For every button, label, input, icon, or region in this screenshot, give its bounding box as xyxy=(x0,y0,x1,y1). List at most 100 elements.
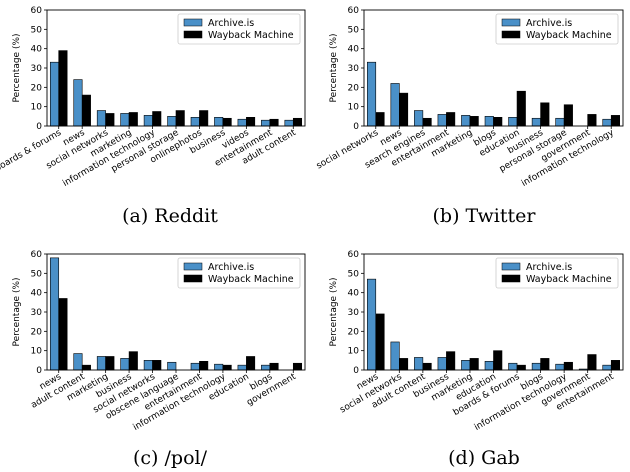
bar-wayback-machine xyxy=(375,313,385,371)
bar-archive-is xyxy=(167,361,177,371)
legend-swatch-archive-is xyxy=(183,18,203,27)
y-tick-label: 10 xyxy=(31,103,43,113)
bar-archive-is xyxy=(555,117,565,127)
y-tick-label: 50 xyxy=(31,269,43,279)
y-tick-label: 10 xyxy=(31,347,43,357)
legend-swatch-archive-is xyxy=(501,18,521,27)
bar-wayback-machine xyxy=(58,298,68,371)
bar-archive-is xyxy=(49,61,60,127)
y-tick-label: 20 xyxy=(348,327,360,337)
bar-archive-is xyxy=(237,118,247,127)
plot-frame xyxy=(363,253,624,371)
bar-archive-is xyxy=(414,357,424,371)
caption-twitter: (b) Twitter xyxy=(433,205,537,227)
bar-archive-is xyxy=(120,113,130,127)
y-tick-label: 50 xyxy=(348,25,360,35)
y-tick-label: 30 xyxy=(348,64,360,74)
y-axis-label: Percentage (%) xyxy=(12,277,22,346)
legend-box xyxy=(495,257,619,289)
bar-wayback-machine xyxy=(58,50,68,127)
bar-wayback-machine xyxy=(610,115,621,127)
y-tick-label: 40 xyxy=(31,289,43,299)
legend-swatch-wayback-machine xyxy=(501,30,521,39)
bar-wayback-machine xyxy=(516,364,526,371)
caption-gab: (d) Gab xyxy=(448,447,520,469)
y-axis-label: Percentage (%) xyxy=(12,33,22,102)
bar-wayback-machine xyxy=(269,362,279,371)
bar-wayback-machine xyxy=(81,364,91,371)
bar-archive-is xyxy=(190,117,200,127)
legend-label-archive-is: Archive.is xyxy=(526,18,572,29)
bar-wayback-machine xyxy=(105,356,115,371)
y-tick-label: 30 xyxy=(31,308,43,318)
bar-wayback-machine xyxy=(587,354,597,371)
bar-wayback-machine xyxy=(446,351,456,371)
bar-archive-is xyxy=(461,115,471,127)
bar-archive-is xyxy=(143,360,153,371)
legend-label-archive-is: Archive.is xyxy=(208,18,254,29)
bar-wayback-machine xyxy=(128,351,138,371)
y-tick-label: 0 xyxy=(36,122,42,132)
bar-wayback-machine xyxy=(292,362,303,371)
bar-archive-is xyxy=(49,257,60,371)
bar-archive-is xyxy=(531,117,541,127)
plot-frame xyxy=(363,9,624,127)
bar-archive-is xyxy=(555,363,565,371)
bar-archive-is xyxy=(602,118,612,127)
legend-label-wayback-machine: Wayback Machine xyxy=(526,30,612,41)
bar-archive-is xyxy=(214,117,224,127)
y-tick-label: 20 xyxy=(31,83,43,93)
y-tick-label: 30 xyxy=(348,308,360,318)
bar-wayback-machine xyxy=(422,362,432,371)
plot-frame xyxy=(46,9,306,127)
bar-wayback-machine xyxy=(246,356,256,371)
bar-wayback-machine xyxy=(563,104,573,127)
bar-archive-is xyxy=(237,364,247,371)
legend-swatch-archive-is xyxy=(501,262,521,271)
caption-pol: (c) /pol/ xyxy=(133,447,208,469)
bar-archive-is xyxy=(284,119,294,127)
bar-wayback-machine xyxy=(222,364,232,371)
bar-archive-is xyxy=(484,360,494,371)
y-tick-label: 20 xyxy=(31,327,43,337)
y-tick-label: 0 xyxy=(36,366,42,376)
y-tick-label: 60 xyxy=(31,6,43,16)
bar-wayback-machine xyxy=(399,92,409,127)
y-tick-label: 0 xyxy=(353,122,359,132)
bar-archive-is xyxy=(366,61,377,127)
bar-archive-is xyxy=(437,357,447,371)
y-tick-label: 50 xyxy=(348,269,360,279)
bar-archive-is xyxy=(120,358,130,371)
bar-archive-is xyxy=(414,110,424,127)
bar-archive-is xyxy=(167,116,177,127)
bar-archive-is xyxy=(390,341,400,371)
bar-wayback-machine xyxy=(399,358,409,371)
bar-archive-is xyxy=(366,278,377,371)
bar-wayback-machine xyxy=(587,114,597,127)
y-axis-label: Percentage (%) xyxy=(329,33,339,102)
bar-archive-is xyxy=(461,360,471,371)
bar-wayback-machine xyxy=(128,112,138,127)
bar-archive-is xyxy=(96,356,106,371)
bar-wayback-machine xyxy=(563,361,573,371)
legend-label-wayback-machine: Wayback Machine xyxy=(526,274,612,285)
legend-box xyxy=(177,13,301,45)
bar-archive-is xyxy=(143,115,153,127)
bar-wayback-machine xyxy=(469,358,479,371)
legend-label-wayback-machine: Wayback Machine xyxy=(208,274,294,285)
bar-archive-is xyxy=(484,116,494,127)
bar-archive-is xyxy=(96,110,106,127)
legend-swatch-wayback-machine xyxy=(183,30,203,39)
bar-wayback-machine xyxy=(493,117,503,127)
bar-wayback-machine xyxy=(246,117,256,127)
bar-wayback-machine xyxy=(422,117,432,127)
caption-reddit: (a) Reddit xyxy=(122,205,218,227)
y-tick-label: 60 xyxy=(348,6,360,16)
bar-archive-is xyxy=(508,362,518,371)
bar-archive-is xyxy=(261,119,271,127)
y-tick-label: 60 xyxy=(31,250,43,260)
bar-wayback-machine xyxy=(199,110,209,127)
